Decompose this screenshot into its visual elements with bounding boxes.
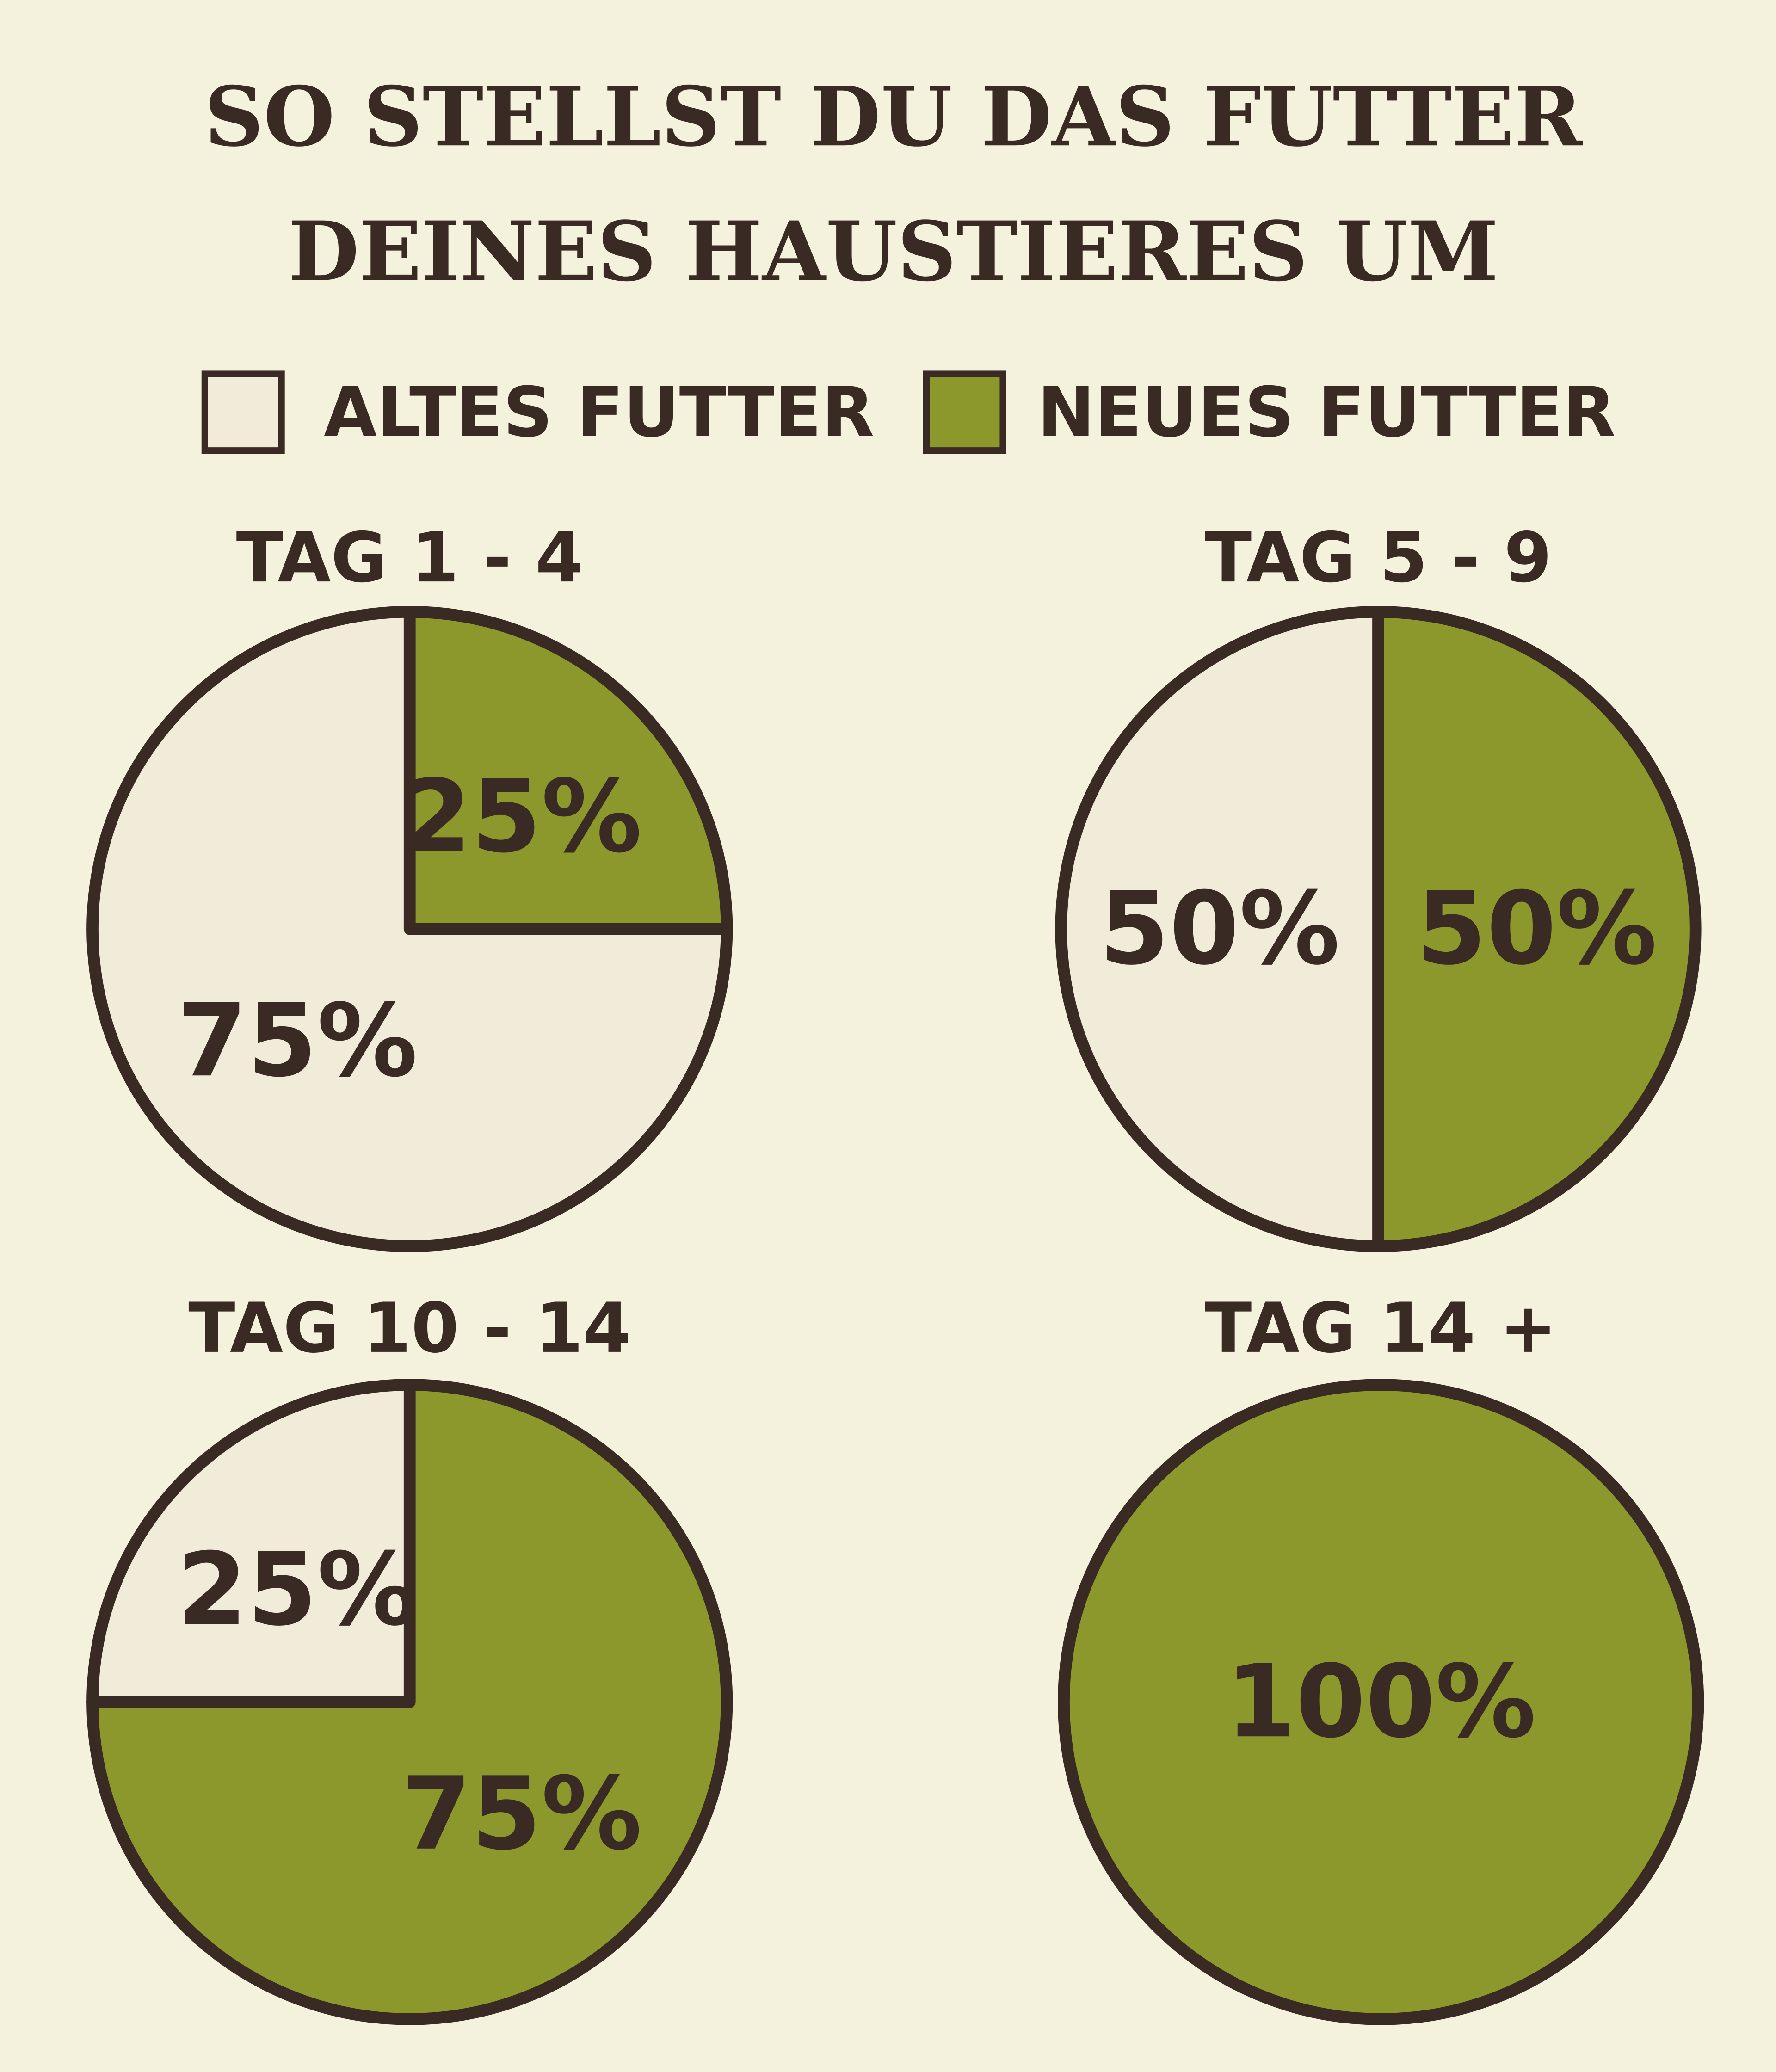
value-label: 75% <box>177 982 418 1099</box>
pie-slice <box>1055 606 1384 1252</box>
value-label: 100% <box>1226 1643 1536 1760</box>
pie-title: TAG 1 - 4 <box>236 518 583 598</box>
legend-label: ALTES FUTTER <box>324 373 875 453</box>
pie-slice <box>403 606 733 935</box>
pie-title: TAG 10 - 14 <box>188 1289 631 1369</box>
legend-swatch <box>923 370 1006 454</box>
value-label: 75% <box>401 1756 642 1873</box>
pie-slice <box>86 1379 733 2025</box>
title-line: DEINES HAUSTIERES UM <box>288 204 1498 300</box>
pie-slice <box>86 606 733 1252</box>
legend-swatch <box>201 370 285 454</box>
title-line: SO STELLST DU DAS FUTTER <box>204 68 1583 165</box>
pie-title: TAG 5 - 9 <box>1205 518 1552 598</box>
pie-slice <box>86 1379 416 1708</box>
pie-slice <box>1058 1379 1704 2025</box>
value-label: 50% <box>1099 870 1340 987</box>
pie-slice <box>1372 606 1702 1252</box>
pie-title: TAG 14 + <box>1205 1289 1557 1369</box>
value-label: 50% <box>1417 870 1657 987</box>
value-label: 25% <box>177 1531 418 1648</box>
value-label: 25% <box>401 758 642 875</box>
legend-label: NEUES FUTTER <box>1037 373 1616 453</box>
